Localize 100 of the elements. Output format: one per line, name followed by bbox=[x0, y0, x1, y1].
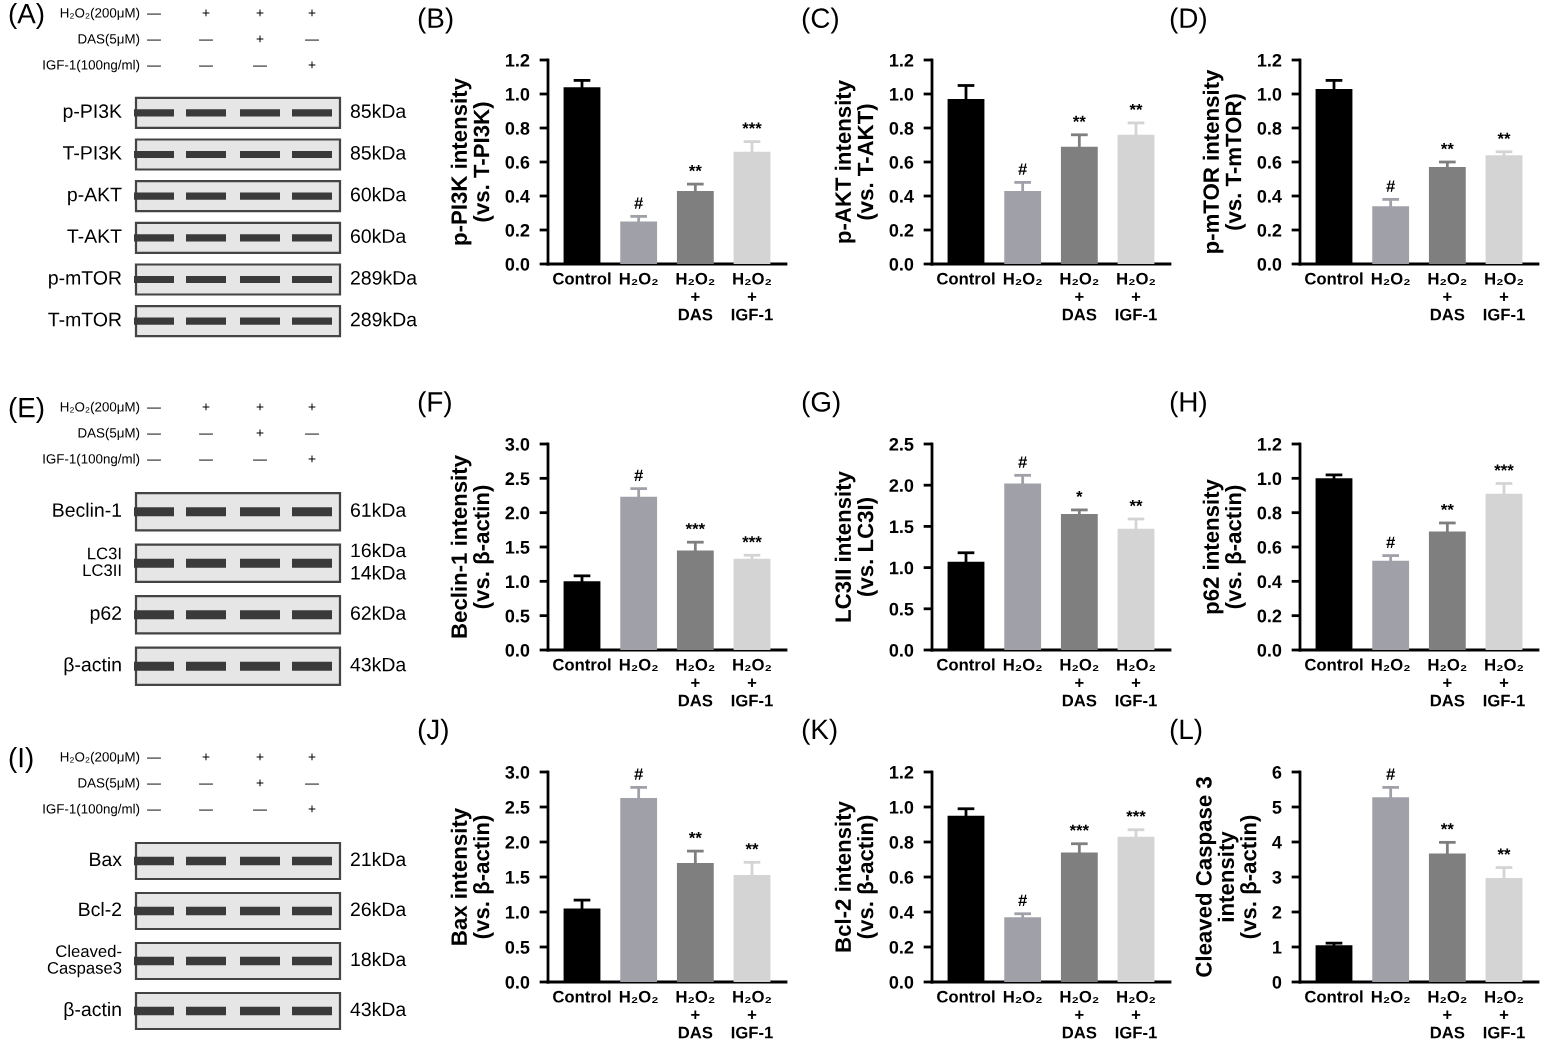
text: T-AKT bbox=[67, 229, 122, 243]
text: 289kDa bbox=[350, 270, 418, 285]
y-tick-label: 0.2 bbox=[1257, 609, 1282, 623]
text: (E) bbox=[9, 397, 44, 423]
data-label: *** bbox=[742, 536, 762, 543]
bar bbox=[1372, 560, 1410, 650]
bar bbox=[1485, 155, 1523, 264]
x-tick-label: H₂O₂ bbox=[1371, 272, 1410, 285]
y-tick-label: 2.0 bbox=[505, 835, 530, 849]
data-label: ** bbox=[1129, 103, 1143, 111]
y-tick-label: 0.5 bbox=[505, 940, 530, 954]
x-tick-label: H₂O₂ + DAS bbox=[1428, 272, 1467, 321]
chart-title: (F) bbox=[418, 391, 451, 418]
y-tick-label: 0.0 bbox=[505, 975, 530, 989]
y-tick-label: 5 bbox=[1272, 801, 1282, 814]
x-tick-label: H₂O₂ bbox=[1371, 658, 1410, 671]
text: 85kDa bbox=[350, 103, 407, 119]
chart-title: (H) bbox=[1170, 391, 1206, 418]
bar bbox=[1428, 531, 1466, 650]
y-tick-label: 1.0 bbox=[1257, 472, 1282, 486]
x-tick-label: Control bbox=[553, 990, 611, 1003]
y-tick-label: 2.0 bbox=[505, 506, 530, 520]
chart-title: (B) bbox=[418, 7, 453, 34]
y-tick-label: 0.4 bbox=[1257, 575, 1282, 589]
text: p-PI3K bbox=[63, 104, 122, 122]
bar bbox=[1004, 483, 1042, 650]
bar bbox=[1372, 797, 1410, 982]
data-label: ** bbox=[688, 165, 702, 172]
text: (A) bbox=[9, 3, 44, 29]
y-tick-label: 0.0 bbox=[1257, 643, 1282, 657]
y-tick-label: 0.4 bbox=[1257, 189, 1282, 203]
text: 85kDa bbox=[350, 145, 407, 160]
text: 62kDa bbox=[350, 605, 407, 620]
x-tick-label: H₂O₂ + IGF-1 bbox=[1115, 272, 1157, 321]
x-tick-label: Control bbox=[937, 658, 995, 671]
y-tick-label: 1.5 bbox=[505, 871, 530, 884]
text: LC3I LC3II bbox=[83, 547, 121, 577]
y-tick-label: 0.4 bbox=[505, 189, 530, 203]
data-label: * bbox=[1076, 490, 1083, 498]
text: p-mTOR bbox=[49, 270, 122, 289]
x-tick-label: H₂O₂ bbox=[619, 272, 658, 285]
y-tick-label: 0 bbox=[1272, 975, 1282, 989]
y-tick-label: 0.6 bbox=[889, 155, 914, 169]
data-label: # bbox=[1018, 894, 1028, 907]
bar bbox=[1060, 852, 1098, 982]
y-tick-label: 0.0 bbox=[1257, 257, 1282, 271]
bar bbox=[620, 221, 658, 264]
data-label: *** bbox=[1126, 810, 1146, 817]
text: 18kDa bbox=[351, 951, 407, 967]
x-tick-label: H₂O₂ bbox=[1003, 990, 1042, 1003]
bar bbox=[733, 558, 771, 650]
y-tick-label: 0.2 bbox=[1257, 223, 1282, 237]
y-tick-label: 0.8 bbox=[505, 121, 530, 135]
chart-title: (D) bbox=[1170, 7, 1206, 34]
x-tick-label: H₂O₂ bbox=[619, 658, 658, 671]
bar bbox=[733, 151, 771, 264]
bar bbox=[1060, 514, 1098, 650]
text: 289kDa bbox=[350, 312, 418, 327]
bar bbox=[1004, 917, 1042, 982]
text: T-mTOR bbox=[48, 312, 122, 327]
x-tick-label: H₂O₂ + DAS bbox=[676, 272, 715, 321]
x-tick-label: H₂O₂ + IGF-1 bbox=[731, 990, 773, 1039]
data-label: ** bbox=[745, 843, 759, 850]
x-tick-label: H₂O₂ bbox=[1003, 272, 1042, 285]
y-tick-label: 2 bbox=[1272, 905, 1282, 919]
data-label: # bbox=[1386, 768, 1396, 780]
y-tick-label: 6 bbox=[1272, 765, 1282, 779]
text: 61kDa bbox=[350, 502, 407, 517]
text: p-AKT bbox=[68, 187, 122, 206]
data-label: # bbox=[1386, 180, 1396, 192]
text: 21kDa bbox=[350, 851, 407, 867]
y-tick-label: 0.5 bbox=[889, 602, 914, 616]
y-tick-label: 1.0 bbox=[889, 87, 914, 101]
x-tick-label: H₂O₂ + IGF-1 bbox=[731, 272, 773, 321]
data-label: ** bbox=[1497, 848, 1511, 855]
bar bbox=[620, 496, 658, 650]
y-tick-label: 0.2 bbox=[889, 223, 914, 237]
y-tick-label: 0.0 bbox=[505, 257, 530, 271]
y-tick-label: 0.2 bbox=[505, 223, 530, 237]
y-tick-label: 0.6 bbox=[889, 870, 914, 884]
x-tick-label: H₂O₂ + DAS bbox=[1060, 990, 1099, 1039]
text: β-actin bbox=[64, 657, 121, 676]
chart-title: (C) bbox=[802, 7, 838, 34]
y-tick-label: 1.0 bbox=[889, 561, 914, 575]
x-tick-label: H₂O₂ + DAS bbox=[676, 990, 715, 1039]
y-tick-label: 1.2 bbox=[1257, 437, 1282, 451]
y-tick-label: 1.2 bbox=[889, 53, 914, 67]
text: 60kDa bbox=[350, 228, 407, 244]
x-tick-label: H₂O₂ + IGF-1 bbox=[1483, 272, 1525, 321]
bar bbox=[1372, 206, 1410, 264]
y-tick-label: 2.5 bbox=[505, 472, 530, 486]
x-tick-label: Control bbox=[1305, 272, 1363, 285]
y-tick-label: 0.6 bbox=[1257, 155, 1282, 169]
y-tick-label: 2.5 bbox=[505, 800, 530, 814]
y-tick-label: 1.0 bbox=[505, 905, 530, 919]
y-tick-label: 0.4 bbox=[889, 905, 914, 919]
y-tick-label: 3 bbox=[1272, 870, 1282, 884]
y-tick-label: 1.0 bbox=[1257, 87, 1282, 101]
y-tick-label: 1.0 bbox=[889, 800, 914, 814]
data-label: ** bbox=[1497, 132, 1511, 139]
